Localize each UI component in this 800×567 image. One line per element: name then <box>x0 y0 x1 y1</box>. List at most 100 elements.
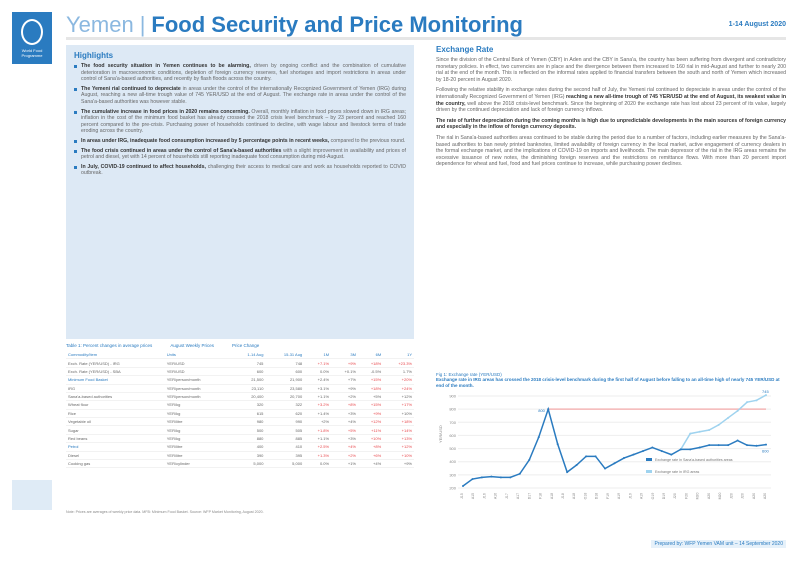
paragraph-text: The rial in Sana'a-based authorities are… <box>436 134 786 168</box>
data-point <box>708 429 711 432</box>
table-cell: +2.5% <box>304 442 332 452</box>
x-tick-label: A20 <box>763 493 767 499</box>
table-cell: +15% <box>357 375 384 385</box>
highlight-bold: The food crisis continued in areas under… <box>81 147 282 154</box>
table-cell: +10% <box>383 451 414 460</box>
page-header: Yemen | Food Security and Price Monitori… <box>66 12 786 40</box>
table-cell: 20,400 <box>230 392 266 402</box>
logo-text: World Food Programme <box>21 47 43 58</box>
table-cell: +1.3% <box>304 451 332 460</box>
table-cell: +3.2% <box>304 400 332 410</box>
paragraph-text: Since the division of the Central Bank o… <box>436 57 786 83</box>
table-row: IRG YER/person/month 23,110 23,580 +3.1% +9% +… <box>66 384 414 393</box>
data-point <box>755 399 758 402</box>
table-cell: YER/USD <box>164 358 231 368</box>
highlight-text: compared to the previous round. <box>329 137 406 144</box>
y-tick-label: 400 <box>449 459 456 464</box>
data-point <box>736 439 739 442</box>
table-row: Sana'a-based authorities YER/person/month… <box>66 392 414 402</box>
table-cell: YER/litre <box>164 442 231 452</box>
data-point <box>575 464 578 466</box>
x-tick-label: J20 <box>673 493 677 499</box>
table-cell: 320 <box>230 400 266 410</box>
data-point <box>613 462 616 465</box>
legend-label: Exchange rate in IRG areas <box>655 470 700 474</box>
exchange-paragraph: Following the relative stability in exch… <box>436 87 786 113</box>
data-point <box>528 458 531 461</box>
table-cell: YER/kg <box>164 425 231 435</box>
x-tick-label: A19 <box>640 493 644 499</box>
table-cell: Sana'a-based authorities <box>66 392 165 402</box>
highlights-list: The food security situation in Yemen con… <box>74 63 406 177</box>
table-row: Petrol YER/litre 400 410 +2.5% +4% +8% +12% <box>66 442 414 452</box>
price-table: Commodity/Item Units 1-14 Aug 15-31 Aug 1M 3M… <box>66 351 414 469</box>
table-cell: +12% <box>383 392 414 402</box>
prepared-by: Prepared by: WFP Yemen VAM unit – 14 Sep… <box>651 540 786 548</box>
highlight-text: Overall, monthly inflation in food price… <box>81 108 406 135</box>
table-cell: Minimum Food Basket <box>66 375 165 385</box>
table-row: Exch. Rate (YER/USD) - IRG YER/USD 745 748 +… <box>66 358 414 368</box>
column-header: 1-14 Aug <box>230 351 266 360</box>
data-point <box>622 457 625 460</box>
highlight-item: The Yemeni rial continued to depreciate … <box>74 86 406 106</box>
table-cell: Exch. Rate (YER/USD) - IRG <box>66 358 165 368</box>
data-point <box>765 443 767 446</box>
table-cell: 1.7% <box>383 367 414 377</box>
table-cell: 980 <box>230 417 266 427</box>
data-point <box>727 416 730 419</box>
exchange-paragraph: Since the division of the Central Bank o… <box>436 57 786 83</box>
table-cell: +2% <box>331 451 358 460</box>
data-point <box>509 476 512 479</box>
figure-caption: Fig 1: Exchange rate (YER/USD) <box>436 372 502 377</box>
table-cell: +2% <box>304 417 332 427</box>
data-point <box>746 401 749 404</box>
highlight-bold: The food security situation in Yemen con… <box>81 63 251 69</box>
exchange-rate-title: Exchange Rate <box>436 45 494 54</box>
data-point <box>632 453 635 456</box>
data-point <box>471 478 474 481</box>
highlight-bold: The cumulative increase in food prices i… <box>81 108 250 115</box>
data-point <box>736 409 739 412</box>
x-tick-label: J20 <box>729 493 733 499</box>
data-point <box>566 471 569 474</box>
table-cell: +1.8% <box>304 425 332 435</box>
table-cell: +1% <box>331 459 358 469</box>
table-cell: YER/USD <box>164 367 231 377</box>
x-tick-label: O18 <box>583 493 587 500</box>
table-cell: Exch. Rate (YER/USD) - SBA <box>66 367 165 377</box>
table-cell: 23,110 <box>230 384 266 393</box>
price-table-section: Table 1: Percent changes in average pric… <box>66 343 414 469</box>
data-point <box>518 472 521 475</box>
paragraph-bold: reaching a new all-time trough of 745 YE… <box>436 93 787 107</box>
table-cell: +13% <box>383 434 414 444</box>
table-cell: +1.1% <box>304 392 332 402</box>
table-cell: 0.0% <box>304 367 332 377</box>
table-cell: 990 <box>265 417 305 427</box>
country: Yemen <box>66 11 134 37</box>
y-tick-label: 900 <box>449 394 456 399</box>
table-group-b: Price Change <box>232 343 260 348</box>
data-point <box>480 476 483 479</box>
exchange-rate-figure: Fig 1: Exchange rate (YER/USD) Exchange … <box>436 372 786 518</box>
table-cell: +10% <box>357 434 384 444</box>
data-point <box>547 408 550 411</box>
highlight-text: challenging their access to medical care… <box>81 163 407 177</box>
data-point <box>490 475 493 478</box>
table-cell: YER/kg <box>164 434 231 444</box>
table-cell: Rice <box>66 409 165 419</box>
data-point <box>670 453 673 456</box>
table-cell: Diesel <box>66 451 165 460</box>
paragraph-text: Following the relative stability in exch… <box>436 87 786 100</box>
table-cell: 748 <box>265 358 305 368</box>
y-tick-label: 300 <box>449 472 456 477</box>
x-tick-label: A20 <box>707 493 711 499</box>
table-cell: -0.5% <box>357 367 384 377</box>
x-tick-label: J15 <box>460 493 464 499</box>
legend-swatch <box>646 470 652 473</box>
table-cell: +4% <box>357 459 384 469</box>
data-point <box>708 444 711 447</box>
table-cell: Sugar <box>66 425 165 435</box>
table-cell: +11% <box>357 425 384 435</box>
exchange-paragraph: The rate of further depreciation during … <box>436 118 786 131</box>
table-cell: Cooking gas <box>66 459 165 469</box>
